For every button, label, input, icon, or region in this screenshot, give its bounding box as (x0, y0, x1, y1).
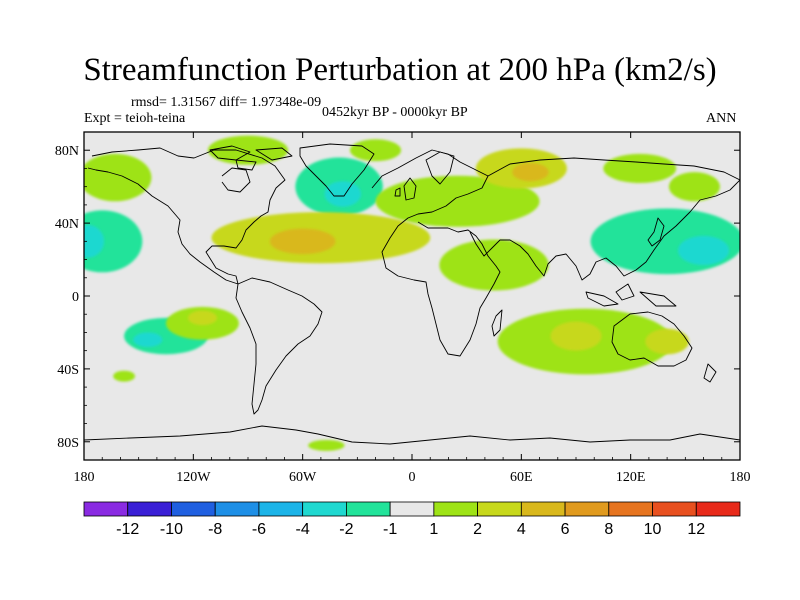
colorbar-label: -6 (252, 521, 266, 538)
colorbar-box (127, 501, 172, 517)
colorbar-label: 12 (687, 521, 705, 538)
y-tick-label: 80N (55, 144, 79, 159)
north-america-coast (87, 147, 286, 285)
anomaly-region (375, 175, 540, 227)
y-tick-label: 40N (55, 217, 79, 232)
colorbar-label: -8 (208, 521, 222, 538)
madagascar (491, 309, 503, 337)
anomaly-region (645, 328, 689, 355)
colorbar-label: 8 (604, 521, 613, 538)
anomaly-region (84, 153, 152, 202)
colorbar-box (564, 501, 610, 517)
colorbar: -12 -10 -8 -6 -4 -2 -1 1 2 4 6 8 10 12 (83, 501, 741, 538)
colorbar-label: 10 (644, 521, 662, 538)
anomaly-region (603, 153, 677, 184)
anomaly-region (133, 332, 163, 348)
x-tick-label: 120E (616, 470, 646, 485)
south-america-coast (235, 277, 323, 415)
japan (647, 217, 665, 247)
colorbar-box (258, 501, 304, 517)
anomaly-region (308, 439, 345, 451)
hudson-bay (221, 167, 251, 193)
plot-title: Streamfunction Perturbation at 200 hPa (… (83, 52, 717, 88)
colorbar-box (389, 501, 435, 517)
x-tick-label: 120W (176, 470, 211, 485)
colorbar-box (520, 501, 566, 517)
colorbar-box (345, 501, 391, 517)
colorbar-box (302, 501, 347, 517)
anomaly-region (187, 310, 218, 326)
x-tick-label: 60E (510, 470, 533, 485)
x-tick-label: 180 (74, 470, 95, 485)
britain (394, 177, 417, 201)
arctic-islands (209, 145, 293, 171)
colorbar-box (477, 501, 522, 517)
colorbar-box (83, 501, 129, 517)
season-label: ANN (706, 111, 737, 126)
anomaly-region (550, 321, 602, 351)
anomaly-region (324, 181, 361, 207)
antarctica-coast (84, 425, 740, 445)
anomaly-region (195, 190, 247, 220)
colorbar-label: 1 (429, 521, 438, 538)
y-tick-label: 0 (72, 290, 79, 305)
australia-coast (611, 311, 693, 367)
latitude-axis: 80N 40N 0 40S 80S (55, 144, 740, 451)
x-tick-label: 60W (289, 470, 317, 485)
longitude-axis: 180 120W 60W 0 60E 120E 180 (74, 132, 751, 485)
anomaly-region (678, 235, 730, 266)
anomaly-region (668, 172, 720, 202)
scandinavia (425, 151, 455, 185)
colorbar-label: -4 (296, 521, 310, 538)
anomaly-region (269, 228, 336, 255)
x-tick-label: 180 (730, 470, 751, 485)
anomaly-region (512, 162, 549, 182)
stats-label: rmsd= 1.31567 diff= 1.97348e-09 (131, 95, 322, 110)
colorbar-box (695, 501, 741, 517)
colorbar-label: -1 (383, 521, 397, 538)
anomaly-region (630, 363, 740, 400)
colorbar-box (608, 501, 653, 517)
colorbar-label: 4 (517, 521, 526, 538)
colorbar-label: -12 (116, 521, 139, 538)
coastlines (84, 143, 740, 445)
experiment-label: Expt = teioh-teina (84, 111, 186, 126)
greenland-coast (299, 143, 375, 197)
anomaly-region (113, 370, 136, 382)
anomaly-region (350, 139, 402, 162)
anomaly-region (84, 210, 143, 273)
asia-coast (469, 157, 740, 281)
europe-africa-coast (371, 149, 501, 357)
colorbar-label: 6 (561, 521, 570, 538)
anomaly-field (84, 135, 740, 451)
colorbar-box (171, 501, 216, 517)
anomaly-region (439, 239, 549, 291)
colorbar-label: 2 (473, 521, 482, 538)
period-label: 0452kyr BP - 0000kyr BP (322, 105, 468, 120)
colorbar-box (652, 501, 697, 517)
colorbar-label: -2 (339, 521, 353, 538)
y-tick-label: 40S (57, 363, 79, 378)
colorbar-box (433, 501, 479, 517)
new-zealand (703, 363, 717, 383)
x-tick-label: 0 (409, 470, 416, 485)
y-tick-label: 80S (57, 436, 79, 451)
colorbar-label: -10 (160, 521, 183, 538)
colorbar-box (214, 501, 260, 517)
anomaly-region (84, 224, 105, 258)
indonesia (585, 283, 677, 307)
